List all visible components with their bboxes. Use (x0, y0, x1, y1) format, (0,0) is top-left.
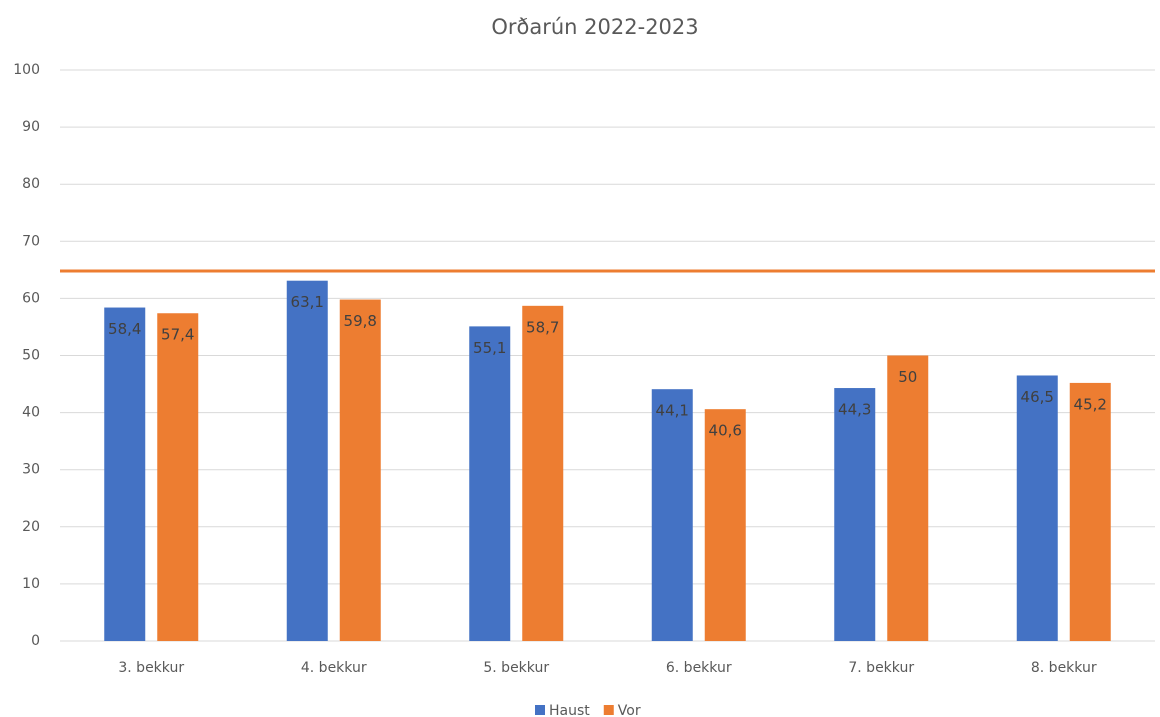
data-label: 63,1 (291, 293, 324, 311)
data-label: 58,4 (108, 320, 141, 338)
x-tick-label: 4. bekkur (301, 660, 367, 676)
y-tick-label: 0 (31, 633, 40, 649)
bar (157, 313, 199, 641)
legend-label: Vor (618, 703, 641, 717)
bar (339, 299, 381, 641)
bar (104, 307, 146, 641)
y-tick-label: 80 (22, 176, 40, 192)
bar (651, 389, 693, 641)
bar (834, 388, 876, 641)
x-tick-label: 6. bekkur (666, 660, 732, 676)
bar (286, 280, 328, 641)
legend-swatch (603, 705, 614, 715)
bar (522, 305, 564, 641)
legend-swatch (535, 705, 545, 715)
y-tick-label: 60 (22, 290, 40, 306)
x-tick-label: 8. bekkur (1031, 660, 1097, 676)
y-tick-label: 90 (22, 119, 40, 135)
y-tick-label: 70 (22, 233, 40, 249)
data-label: 59,8 (344, 312, 377, 330)
y-tick-label: 40 (22, 405, 40, 421)
data-label: 40,6 (709, 422, 742, 440)
data-label: 58,7 (526, 318, 559, 336)
bar (469, 326, 511, 641)
bar (1016, 375, 1058, 641)
data-label: 50 (898, 368, 917, 386)
y-tick-label: 50 (22, 348, 40, 364)
y-tick-label: 10 (22, 576, 40, 592)
y-tick-label: 30 (22, 462, 40, 478)
x-tick-label: 7. bekkur (848, 660, 914, 676)
bar (887, 355, 929, 641)
x-tick-label: 3. bekkur (118, 660, 184, 676)
data-label: 57,4 (161, 326, 194, 344)
bar (704, 409, 746, 641)
data-label: 46,5 (1021, 388, 1054, 406)
y-tick-label: 20 (22, 519, 40, 535)
data-label: 44,3 (838, 401, 871, 419)
x-tick-label: 5. bekkur (483, 660, 549, 676)
bar (1069, 382, 1111, 641)
data-label: 55,1 (473, 339, 506, 357)
data-label: 44,1 (656, 402, 689, 420)
y-tick-label: 100 (13, 62, 40, 78)
data-label: 45,2 (1074, 395, 1107, 413)
legend-label: Haust (549, 703, 590, 717)
chart-title: Orðarún 2022-2023 (491, 15, 698, 39)
